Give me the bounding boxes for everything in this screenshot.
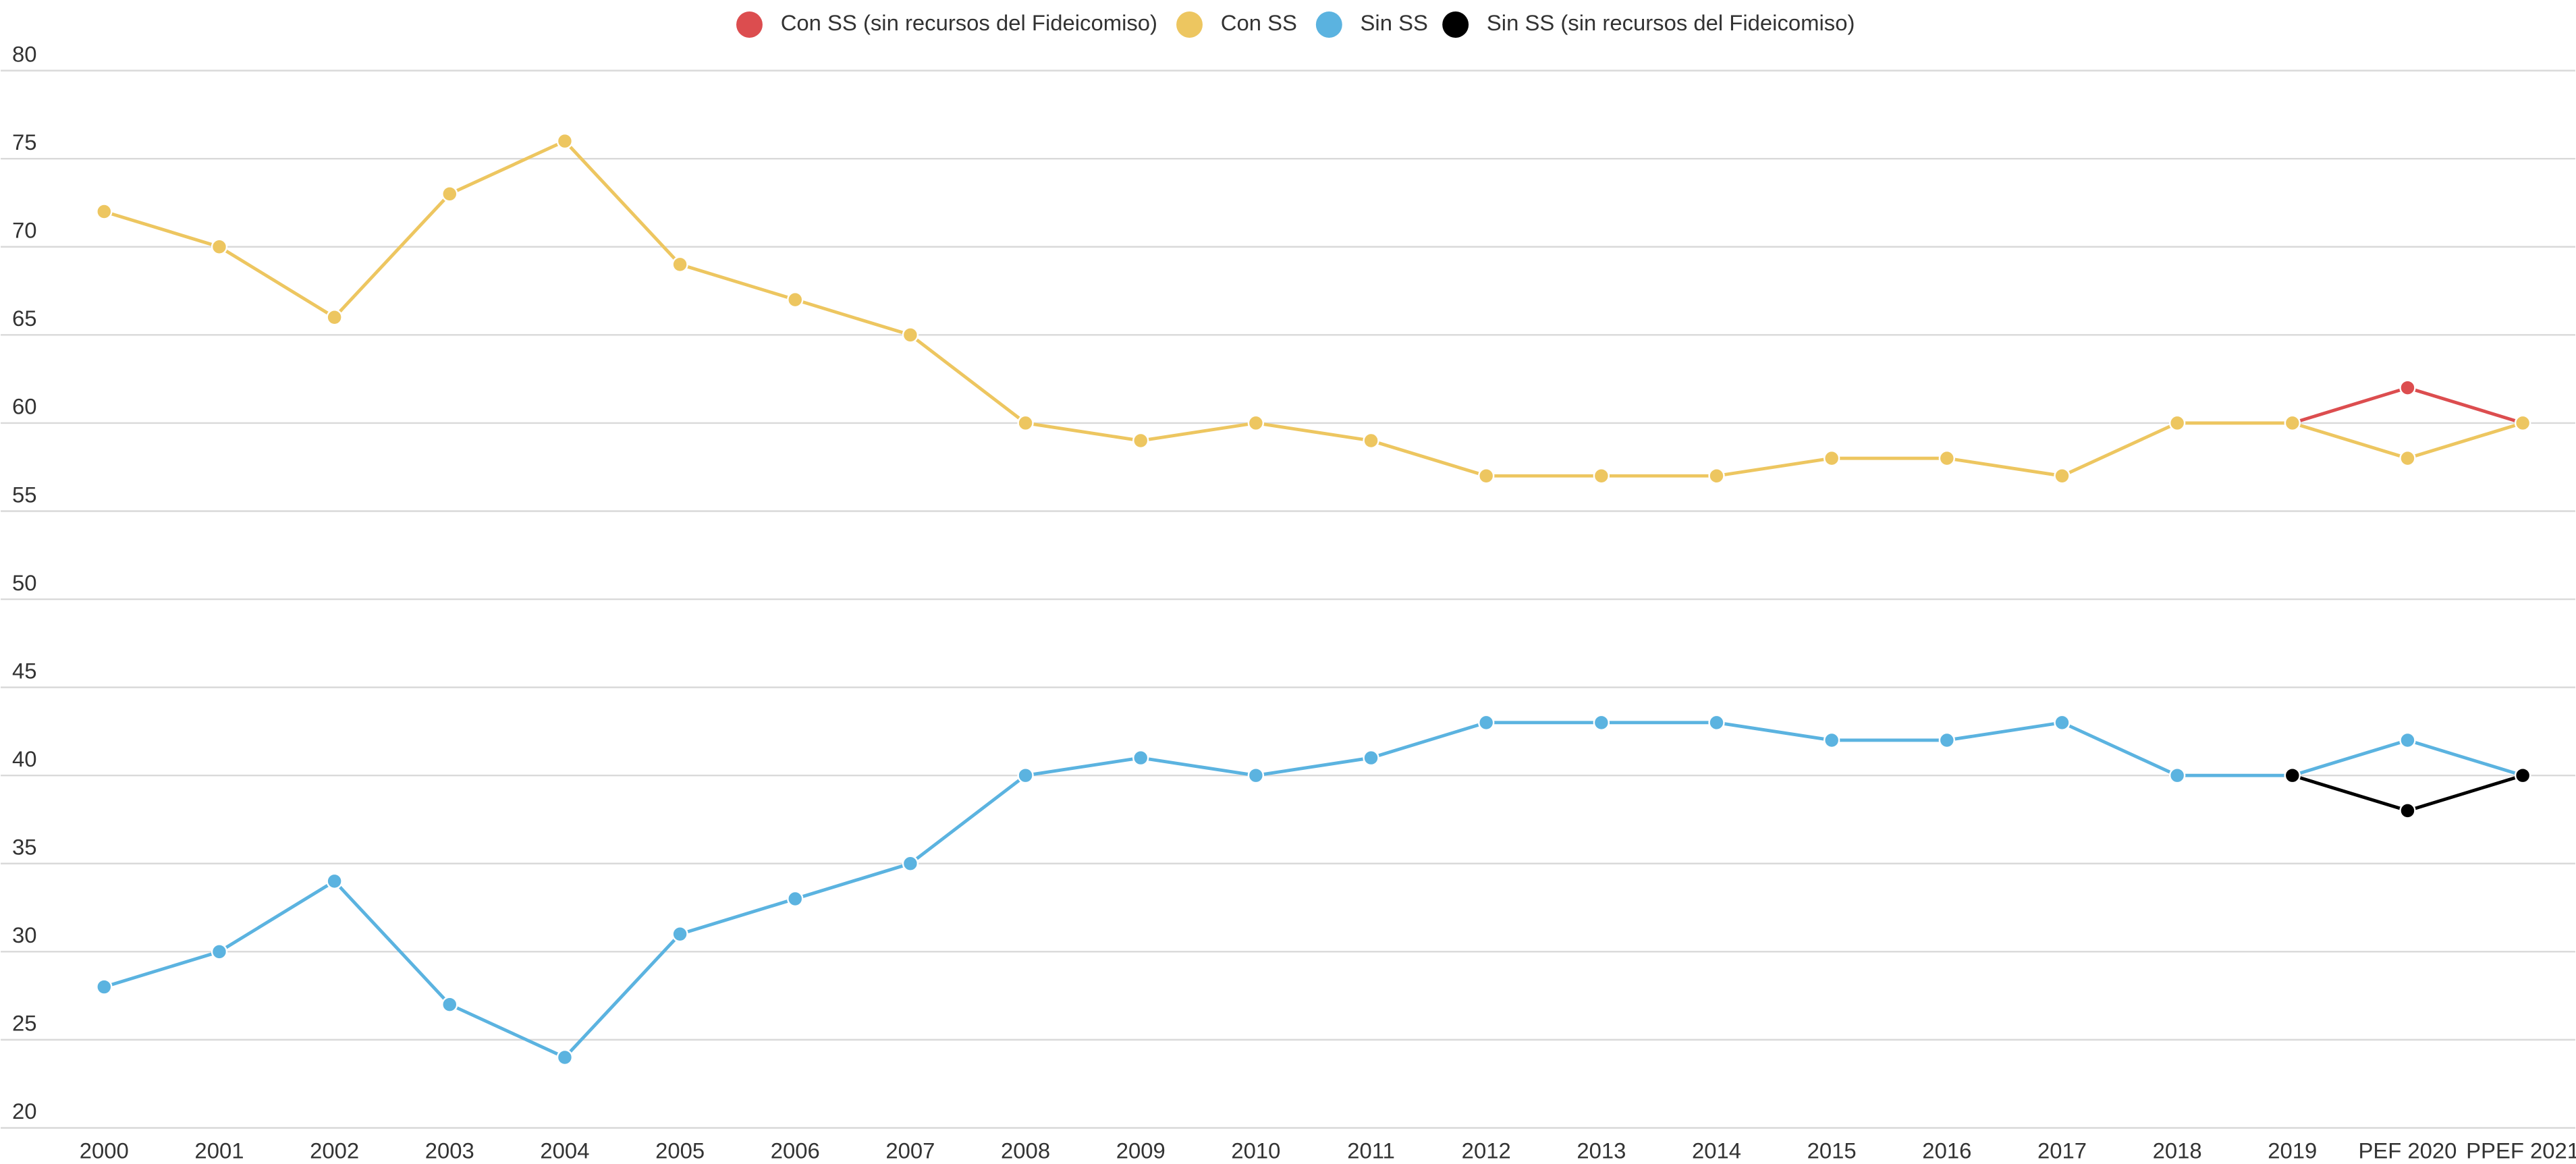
data-point [1593, 468, 1610, 484]
data-point [326, 872, 343, 890]
x-tick-label: 2016 [1922, 1138, 1971, 1163]
data-point [1824, 449, 1840, 467]
legend-marker [1315, 11, 1342, 38]
y-tick-label: 65 [12, 306, 37, 331]
data-point [2399, 449, 2416, 467]
data-point [96, 203, 113, 220]
data-point [2399, 802, 2416, 819]
x-tick-label: 2014 [1692, 1138, 1741, 1163]
data-point [2054, 468, 2071, 484]
data-point [1708, 468, 1725, 484]
data-point [2168, 414, 2186, 432]
data-point [441, 186, 458, 202]
data-point [1017, 767, 1034, 784]
data-point [1132, 749, 1149, 767]
x-tick-label: 2013 [1577, 1138, 1626, 1163]
x-tick-label: 2002 [310, 1138, 359, 1163]
x-tick-label: 2008 [1001, 1138, 1050, 1163]
data-point [1478, 714, 1495, 731]
series-line [103, 139, 2523, 478]
data-point [1017, 414, 1034, 432]
data-point [1247, 767, 1265, 784]
x-tick-label: 2018 [2153, 1138, 2202, 1163]
y-tick-label: 20 [12, 1099, 37, 1124]
x-tick-label: 2007 [885, 1138, 935, 1163]
legend-label: Sin SS [1361, 10, 1428, 35]
data-point [1938, 449, 1955, 467]
legend-marker [1442, 11, 1469, 38]
data-point [902, 855, 919, 872]
x-tick-label: 2001 [194, 1138, 244, 1163]
data-point [2399, 731, 2416, 749]
data-point [211, 238, 228, 255]
data-point [787, 890, 804, 908]
data-point [1363, 749, 1379, 767]
data-point [2514, 414, 2531, 432]
data-point [1247, 414, 1265, 432]
x-tick-label: 2012 [1462, 1138, 1511, 1163]
legend-marker [736, 11, 763, 38]
y-tick-label: 25 [12, 1011, 37, 1036]
legend-label: Con SS [1221, 10, 1297, 35]
data-point [441, 996, 458, 1013]
x-tick-label: 2006 [771, 1138, 820, 1163]
data-point [672, 256, 688, 273]
y-tick-label: 55 [12, 482, 37, 507]
data-point [1708, 714, 1725, 731]
data-point [2054, 714, 2071, 731]
x-tick-label: 2015 [1807, 1138, 1857, 1163]
data-point [2514, 767, 2531, 784]
legend-label: Con SS (sin recursos del Fideicomiso) [781, 10, 1157, 35]
x-tick-label: 2004 [540, 1138, 589, 1163]
x-tick-label: 2005 [655, 1138, 705, 1163]
y-tick-label: 70 [12, 218, 37, 243]
x-tick-label: PPEF 2021 [2466, 1138, 2576, 1163]
data-point [326, 309, 343, 326]
data-point [556, 132, 574, 150]
data-point [2168, 767, 2186, 784]
y-tick-label: 35 [12, 835, 37, 860]
data-point [96, 978, 113, 995]
y-tick-label: 75 [12, 130, 37, 155]
data-point [556, 1049, 574, 1066]
legend-label: Sin SS (sin recursos del Fideicomiso) [1487, 10, 1855, 35]
y-tick-label: 60 [12, 394, 37, 419]
data-point [1593, 714, 1610, 731]
data-point [211, 943, 228, 960]
data-point [1363, 432, 1379, 449]
data-point [1132, 432, 1149, 449]
data-point [902, 327, 919, 343]
data-point [2399, 379, 2416, 396]
legend-marker [1176, 11, 1203, 38]
x-tick-label: 2009 [1116, 1138, 1166, 1163]
x-tick-label: 2011 [1347, 1138, 1395, 1163]
y-tick-label: 30 [12, 922, 37, 947]
y-tick-label: 80 [12, 41, 37, 66]
x-tick-label: 2019 [2268, 1138, 2317, 1163]
y-tick-label: 50 [12, 570, 37, 595]
data-point [2284, 767, 2301, 784]
x-tick-label: 2003 [425, 1138, 474, 1163]
data-point [787, 291, 804, 308]
y-tick-label: 40 [12, 746, 37, 771]
x-tick-label: PEF 2020 [2358, 1138, 2457, 1163]
data-point [2284, 414, 2301, 432]
y-tick-label: 45 [12, 658, 37, 683]
data-point [1938, 731, 1955, 749]
x-tick-label: 2000 [80, 1138, 129, 1163]
data-point [1824, 731, 1840, 749]
x-tick-label: 2010 [1231, 1138, 1280, 1163]
x-tick-label: 2017 [2037, 1138, 2087, 1163]
series-line [103, 721, 2523, 1059]
data-point [1478, 468, 1495, 484]
data-point [672, 926, 688, 943]
